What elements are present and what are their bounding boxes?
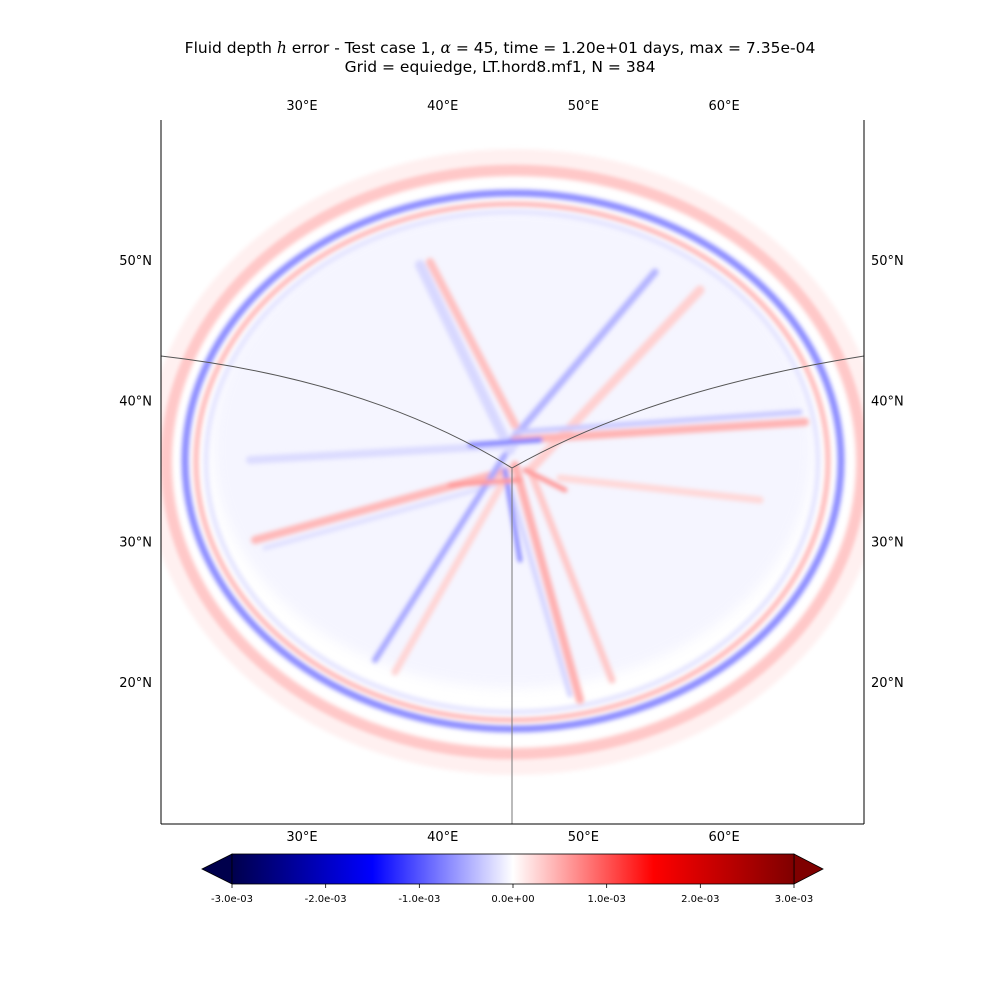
lon-labels-top: 30°E 40°E 50°E 60°E bbox=[286, 99, 739, 114]
lon-labels-bottom: 30°E 40°E 50°E 60°E bbox=[286, 830, 739, 845]
lat-labels-right: 50°N 40°N 30°N 20°N bbox=[871, 254, 904, 691]
colorbar-tick-label: -1.0e-03 bbox=[398, 894, 440, 905]
colorbar-tick-label: -3.0e-03 bbox=[211, 894, 253, 905]
plot-title-line-2: Grid = equiedge, LT.hord8.mf1, N = 384 bbox=[344, 58, 656, 76]
lon-label-bottom: 40°E bbox=[427, 830, 458, 845]
lat-label-right: 30°N bbox=[871, 535, 904, 550]
blue-ring bbox=[181, 189, 845, 733]
colorbar-tick-label: 0.0e+00 bbox=[491, 894, 534, 905]
title-alpha: α bbox=[440, 39, 451, 57]
lat-label-left: 50°N bbox=[119, 254, 152, 269]
panel-edge-west bbox=[160, 355, 513, 469]
map-frame bbox=[160, 120, 865, 825]
lon-label-top: 50°E bbox=[568, 99, 599, 114]
title-middle: error - Test case 1, bbox=[286, 39, 441, 57]
radial-streaks bbox=[246, 258, 809, 704]
lat-label-right: 40°N bbox=[871, 395, 904, 410]
colorbar-tick-label: 3.0e-03 bbox=[775, 894, 813, 905]
colorbar-tick-label: -2.0e-03 bbox=[305, 894, 347, 905]
panel-edges bbox=[160, 355, 865, 824]
colorbar-ticks: -3.0e-03 -2.0e-03 -1.0e-03 0.0e+00 1.0e-03 2.… bbox=[211, 884, 813, 905]
colorbar-tick-label: 1.0e-03 bbox=[587, 894, 625, 905]
lat-label-left: 40°N bbox=[119, 395, 152, 410]
lon-label-bottom: 50°E bbox=[568, 830, 599, 845]
lat-label-left: 30°N bbox=[119, 535, 152, 550]
title-prefix: Fluid depth bbox=[184, 39, 277, 57]
title-variable: h bbox=[276, 39, 287, 57]
lat-label-right: 50°N bbox=[871, 254, 904, 269]
outer-red-ring bbox=[161, 164, 864, 760]
lon-label-top: 40°E bbox=[427, 99, 458, 114]
lon-label-bottom: 60°E bbox=[708, 830, 739, 845]
colorbar-tick-label: 2.0e-03 bbox=[681, 894, 719, 905]
lat-label-left: 20°N bbox=[119, 676, 152, 691]
title-suffix: = 45, time = 1.20e+01 days, max = 7.35e-… bbox=[450, 39, 816, 57]
panel-edge-east bbox=[511, 355, 865, 469]
lat-label-right: 20°N bbox=[871, 676, 904, 691]
colorbar-extend-low bbox=[201, 853, 233, 885]
colorbar: -3.0e-03 -2.0e-03 -1.0e-03 0.0e+00 1.0e-03 2.… bbox=[201, 853, 824, 905]
lat-labels-left: 50°N 40°N 30°N 20°N bbox=[119, 254, 152, 691]
lon-label-bottom: 30°E bbox=[286, 830, 317, 845]
colorbar-gradient bbox=[231, 853, 795, 885]
lon-label-top: 60°E bbox=[708, 99, 739, 114]
error-field bbox=[161, 120, 864, 824]
colorbar-extend-high bbox=[793, 853, 824, 885]
plot-title-line-1: Fluid depth h error - Test case 1, α = 4… bbox=[0, 39, 1000, 58]
lon-label-top: 30°E bbox=[286, 99, 317, 114]
